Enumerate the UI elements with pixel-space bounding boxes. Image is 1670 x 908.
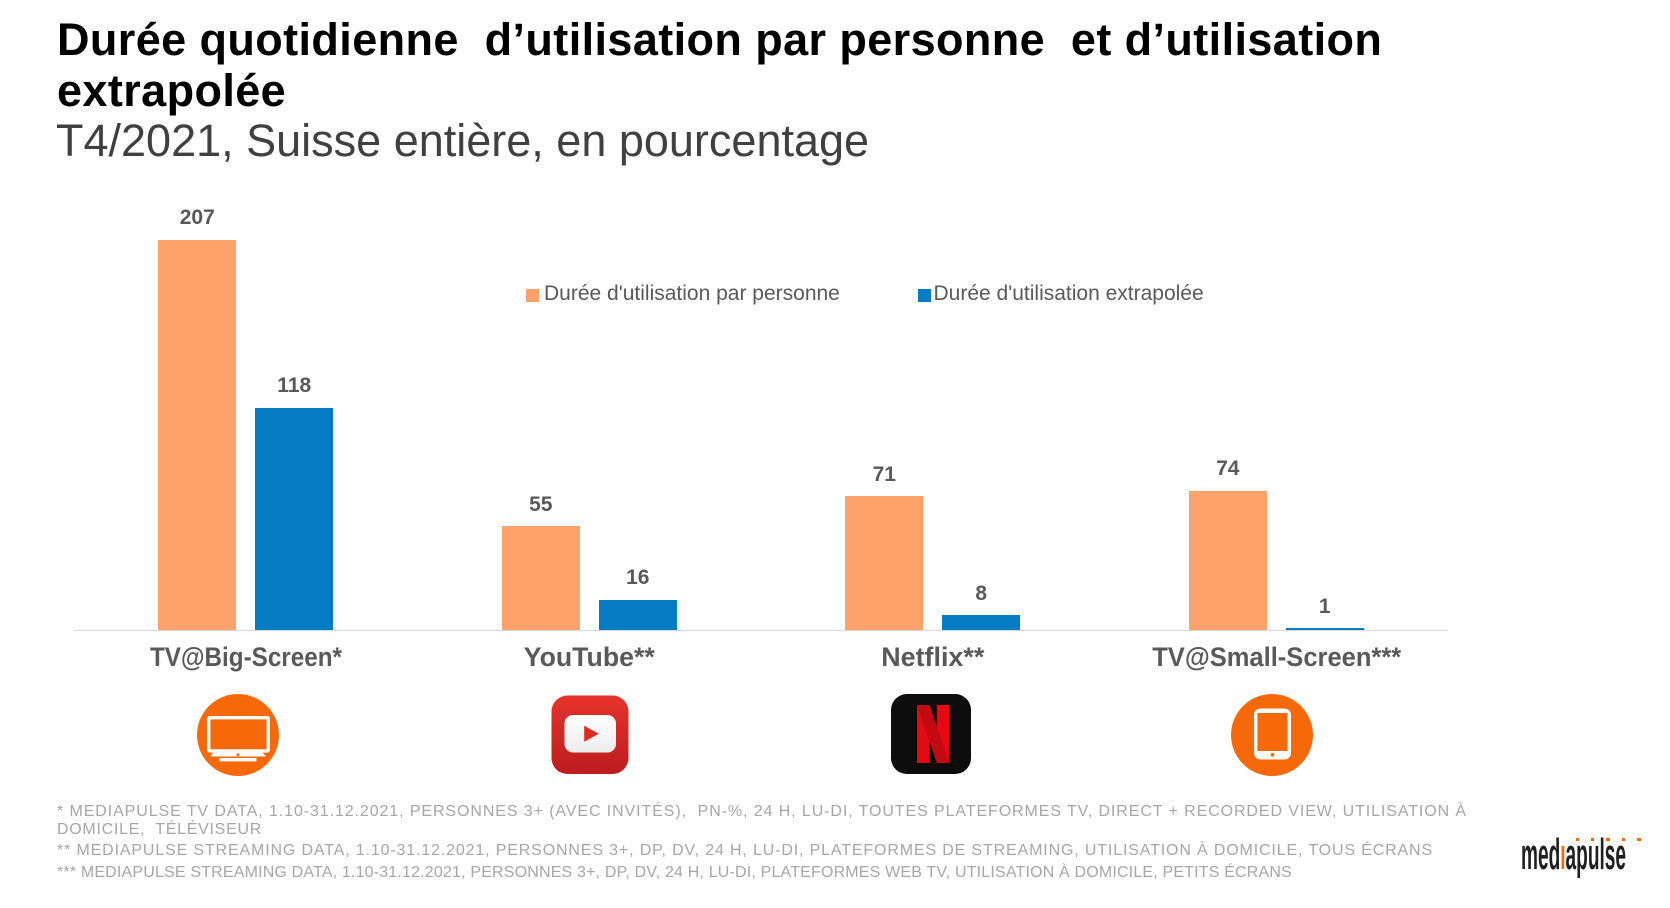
footnote-line-4: *** MEDIAPULSE STREAMING DATA, 1.10-31.1… (57, 863, 1292, 881)
bar-extrapolated (255, 407, 334, 630)
value-label: 207 (179, 206, 215, 230)
logo-dot (1575, 838, 1579, 842)
bar-per-person (158, 239, 237, 630)
value-label: 16 (626, 566, 650, 590)
bar-extrapolated (942, 614, 1021, 630)
footnote-line-2: DOMICILE, TÉLÉVISEUR (57, 820, 262, 838)
chart-subtitle: T4/2021, Suisse entière, en pourcentage (56, 115, 870, 166)
tv-big-screen-icon (197, 694, 279, 776)
category-label: YouTube** (523, 641, 655, 672)
footnote-line-1: * MEDIAPULSE TV DATA, 1.10-31.12.2021, P… (57, 803, 1468, 820)
value-label: 118 (277, 374, 312, 398)
value-label: 74 (1216, 457, 1240, 481)
bar-per-person (1188, 490, 1267, 630)
logo-dot (1621, 838, 1626, 842)
footnote-line-3: ** MEDIAPULSE STREAMING DATA, 1.10-31.12… (57, 842, 1433, 859)
category-label: Netflix** (881, 641, 985, 672)
bar-per-person (845, 496, 924, 630)
legend-label-per-person: Durée d'utilisation par personne (544, 282, 840, 305)
logo-dot (1591, 838, 1595, 842)
netflix-icon (891, 694, 971, 774)
value-label: 55 (529, 492, 553, 516)
youtube-icon (551, 695, 629, 774)
legend-swatch-blue (918, 289, 931, 302)
logo-dot (1606, 838, 1610, 842)
bar-extrapolated (598, 599, 677, 630)
chart-title: Durée quotidienne d’utilisation par pers… (57, 14, 1396, 116)
value-label: 1 (1318, 594, 1331, 618)
value-label: 8 (975, 581, 988, 605)
mediapulse-logo: medıapulse (1521, 830, 1626, 880)
logo-dot (1637, 838, 1641, 842)
category-label: TV@Big-Screen* (149, 641, 342, 672)
tv-small-screen-icon (1231, 694, 1313, 776)
bar-extrapolated (1285, 628, 1364, 630)
bar-per-person (501, 526, 580, 630)
x-axis-line (74, 629, 1448, 631)
legend-label-extrapolated: Durée d'utilisation extrapolée (933, 282, 1204, 305)
legend-swatch-orange (526, 289, 539, 302)
value-label: 71 (872, 462, 896, 486)
logo-accent-i: ı (1560, 830, 1566, 879)
logo-text-med: med (1521, 830, 1561, 879)
category-label: TV@Small-Screen*** (1151, 641, 1401, 672)
